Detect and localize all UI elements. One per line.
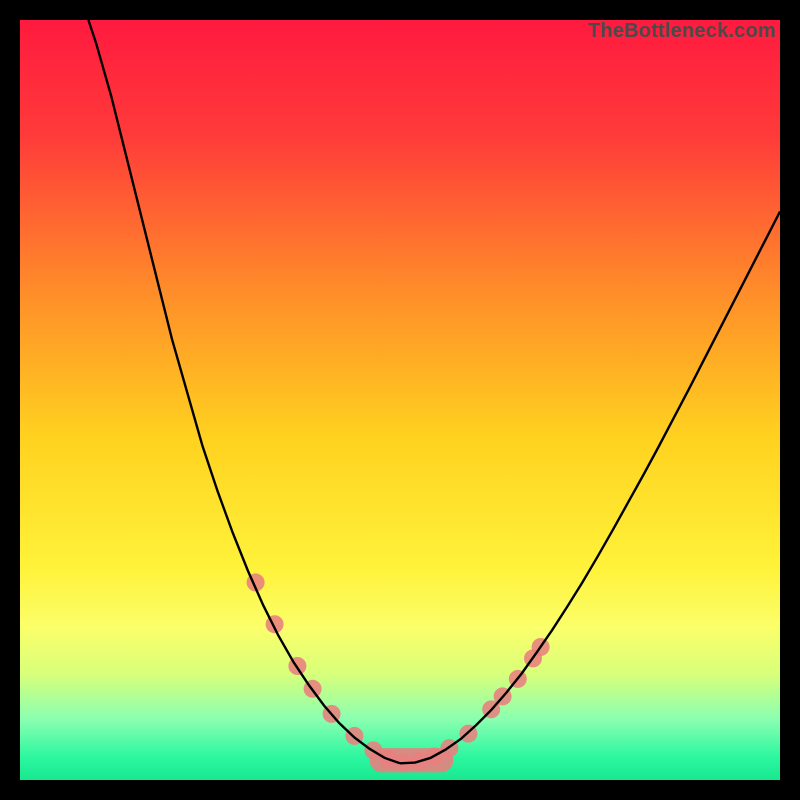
chart-frame: TheBottleneck.com — [0, 0, 800, 800]
gradient-background — [20, 20, 780, 780]
watermark-text: TheBottleneck.com — [588, 20, 776, 43]
bottleneck-curve-chart — [20, 20, 780, 780]
plot-area: TheBottleneck.com — [20, 20, 780, 780]
